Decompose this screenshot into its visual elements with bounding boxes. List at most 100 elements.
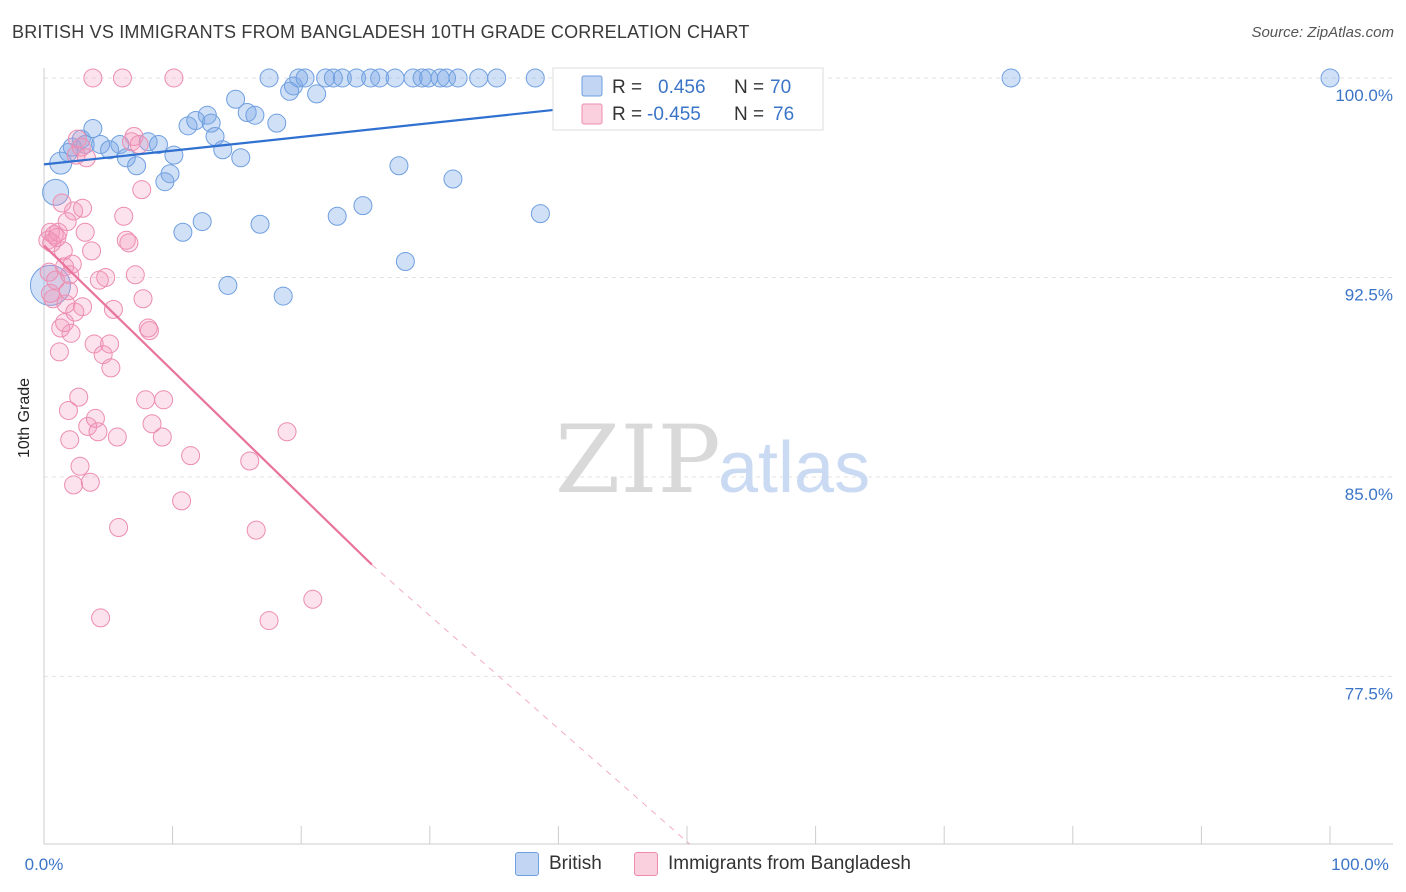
british-point	[370, 68, 390, 88]
bangladesh-point	[303, 589, 323, 609]
british-point	[245, 105, 265, 125]
bangladesh-point	[49, 342, 69, 362]
bangladesh-point	[69, 387, 89, 407]
bangladesh-point	[119, 233, 139, 253]
bangladesh-swatch	[634, 852, 658, 876]
watermark: ZIP atlas	[555, 406, 870, 515]
bangladesh-point	[60, 430, 80, 450]
bangladesh-point	[76, 148, 96, 168]
british-point	[395, 251, 415, 271]
bangladesh-point	[88, 422, 108, 442]
bangladesh-point	[83, 68, 103, 88]
bangladesh-point	[55, 313, 75, 333]
bangladesh-point	[75, 222, 95, 242]
bangladesh-point	[71, 137, 91, 157]
bangladesh-point	[62, 254, 82, 274]
british-point	[280, 81, 300, 101]
bangladesh-point	[82, 241, 102, 261]
british-point	[327, 206, 347, 226]
british-point	[295, 68, 315, 88]
british-point	[273, 286, 293, 306]
bangladesh-point	[61, 323, 81, 343]
bangladesh-point	[164, 68, 184, 88]
x-tick-label-1: 100.0%	[1331, 855, 1389, 874]
chart-title: BRITISH VS IMMIGRANTS FROM BANGLADESH 10…	[12, 22, 750, 42]
british-point	[1001, 68, 1021, 88]
legend-r-label-2: R =	[612, 104, 642, 125]
bangladesh-point	[40, 283, 60, 303]
british-point	[186, 111, 206, 131]
bangladesh-point	[43, 289, 63, 309]
bangladesh-point	[64, 475, 84, 495]
british-point	[127, 156, 147, 176]
british-point	[332, 68, 352, 88]
british-point	[307, 84, 327, 104]
series-legend: British Immigrants from Bangladesh	[0, 850, 1406, 880]
bangladesh-point	[136, 390, 156, 410]
bangladesh-point	[103, 299, 123, 319]
british-point	[267, 113, 287, 133]
british-point	[226, 89, 246, 109]
bangladesh-point	[96, 267, 116, 287]
legend-item-british[interactable]: British	[515, 852, 602, 876]
y-tick-label-0: 77.5%	[1345, 684, 1393, 703]
bangladesh-point	[100, 334, 120, 354]
legend-n-value-2: 76	[773, 104, 794, 125]
bangladesh-trend-line	[43, 244, 373, 566]
british-point	[213, 140, 233, 160]
y-tick-label-1: 85.0%	[1345, 485, 1393, 504]
bangladesh-point	[114, 206, 134, 226]
bangladesh-point	[52, 193, 72, 213]
legend-swatch-british	[581, 75, 603, 97]
british-point	[155, 172, 175, 192]
bangladesh-point	[91, 608, 111, 628]
bangladesh-point	[58, 281, 78, 301]
bangladesh-point	[101, 358, 121, 378]
bangladesh-point	[73, 297, 93, 317]
legend-n-value-1: 70	[770, 77, 791, 98]
correlation-legend: R = 0.456 N = 70 R = -0.455 N = 76	[552, 67, 824, 131]
british-point	[389, 156, 409, 176]
british-point	[385, 68, 405, 88]
british-point	[469, 68, 489, 88]
bangladesh-trend-extension	[371, 564, 690, 845]
bangladesh-point	[107, 427, 127, 447]
british-point	[218, 275, 238, 295]
bangladesh-point	[246, 520, 266, 540]
legend-r-value-2: -0.455	[647, 104, 701, 125]
watermark-atlas: atlas	[718, 428, 870, 508]
bangladesh-point	[142, 414, 162, 434]
british-point	[100, 140, 120, 160]
legend-item-bangladesh[interactable]: Immigrants from Bangladesh	[634, 852, 911, 876]
british-point	[1320, 68, 1340, 88]
british-swatch	[515, 852, 539, 876]
british-point	[192, 212, 212, 232]
legend-r-label-1: R =	[612, 77, 642, 98]
bangladesh-point	[58, 400, 78, 420]
british-point	[437, 68, 457, 88]
y-tick-label-2: 92.5%	[1345, 285, 1393, 304]
british-point	[346, 68, 366, 88]
british-point	[530, 204, 550, 224]
british-point	[250, 214, 270, 234]
y-tick-label-3: 100.0%	[1335, 86, 1393, 105]
bangladesh-point	[80, 472, 100, 492]
british-point	[91, 134, 111, 154]
bangladesh-point	[57, 212, 77, 232]
bangladesh-point	[139, 321, 159, 341]
bangladesh-point	[172, 491, 192, 511]
bangladesh-point	[73, 198, 93, 218]
british-point	[259, 68, 279, 88]
bangladesh-point	[112, 68, 132, 88]
bangladesh-point	[240, 451, 260, 471]
bangladesh-point	[78, 416, 98, 436]
source-label: Source: ZipAtlas.com	[1251, 24, 1394, 41]
bangladesh-point	[154, 390, 174, 410]
british-point	[173, 222, 193, 242]
x-tick-labels: 0.0% 100.0%	[25, 855, 1389, 874]
british-point	[487, 68, 507, 88]
bangladesh-point	[129, 134, 149, 154]
x-tick-label-0: 0.0%	[25, 855, 64, 874]
y-tick-labels: 77.5% 85.0% 92.5% 100.0%	[1335, 86, 1393, 703]
british-point	[525, 68, 545, 88]
